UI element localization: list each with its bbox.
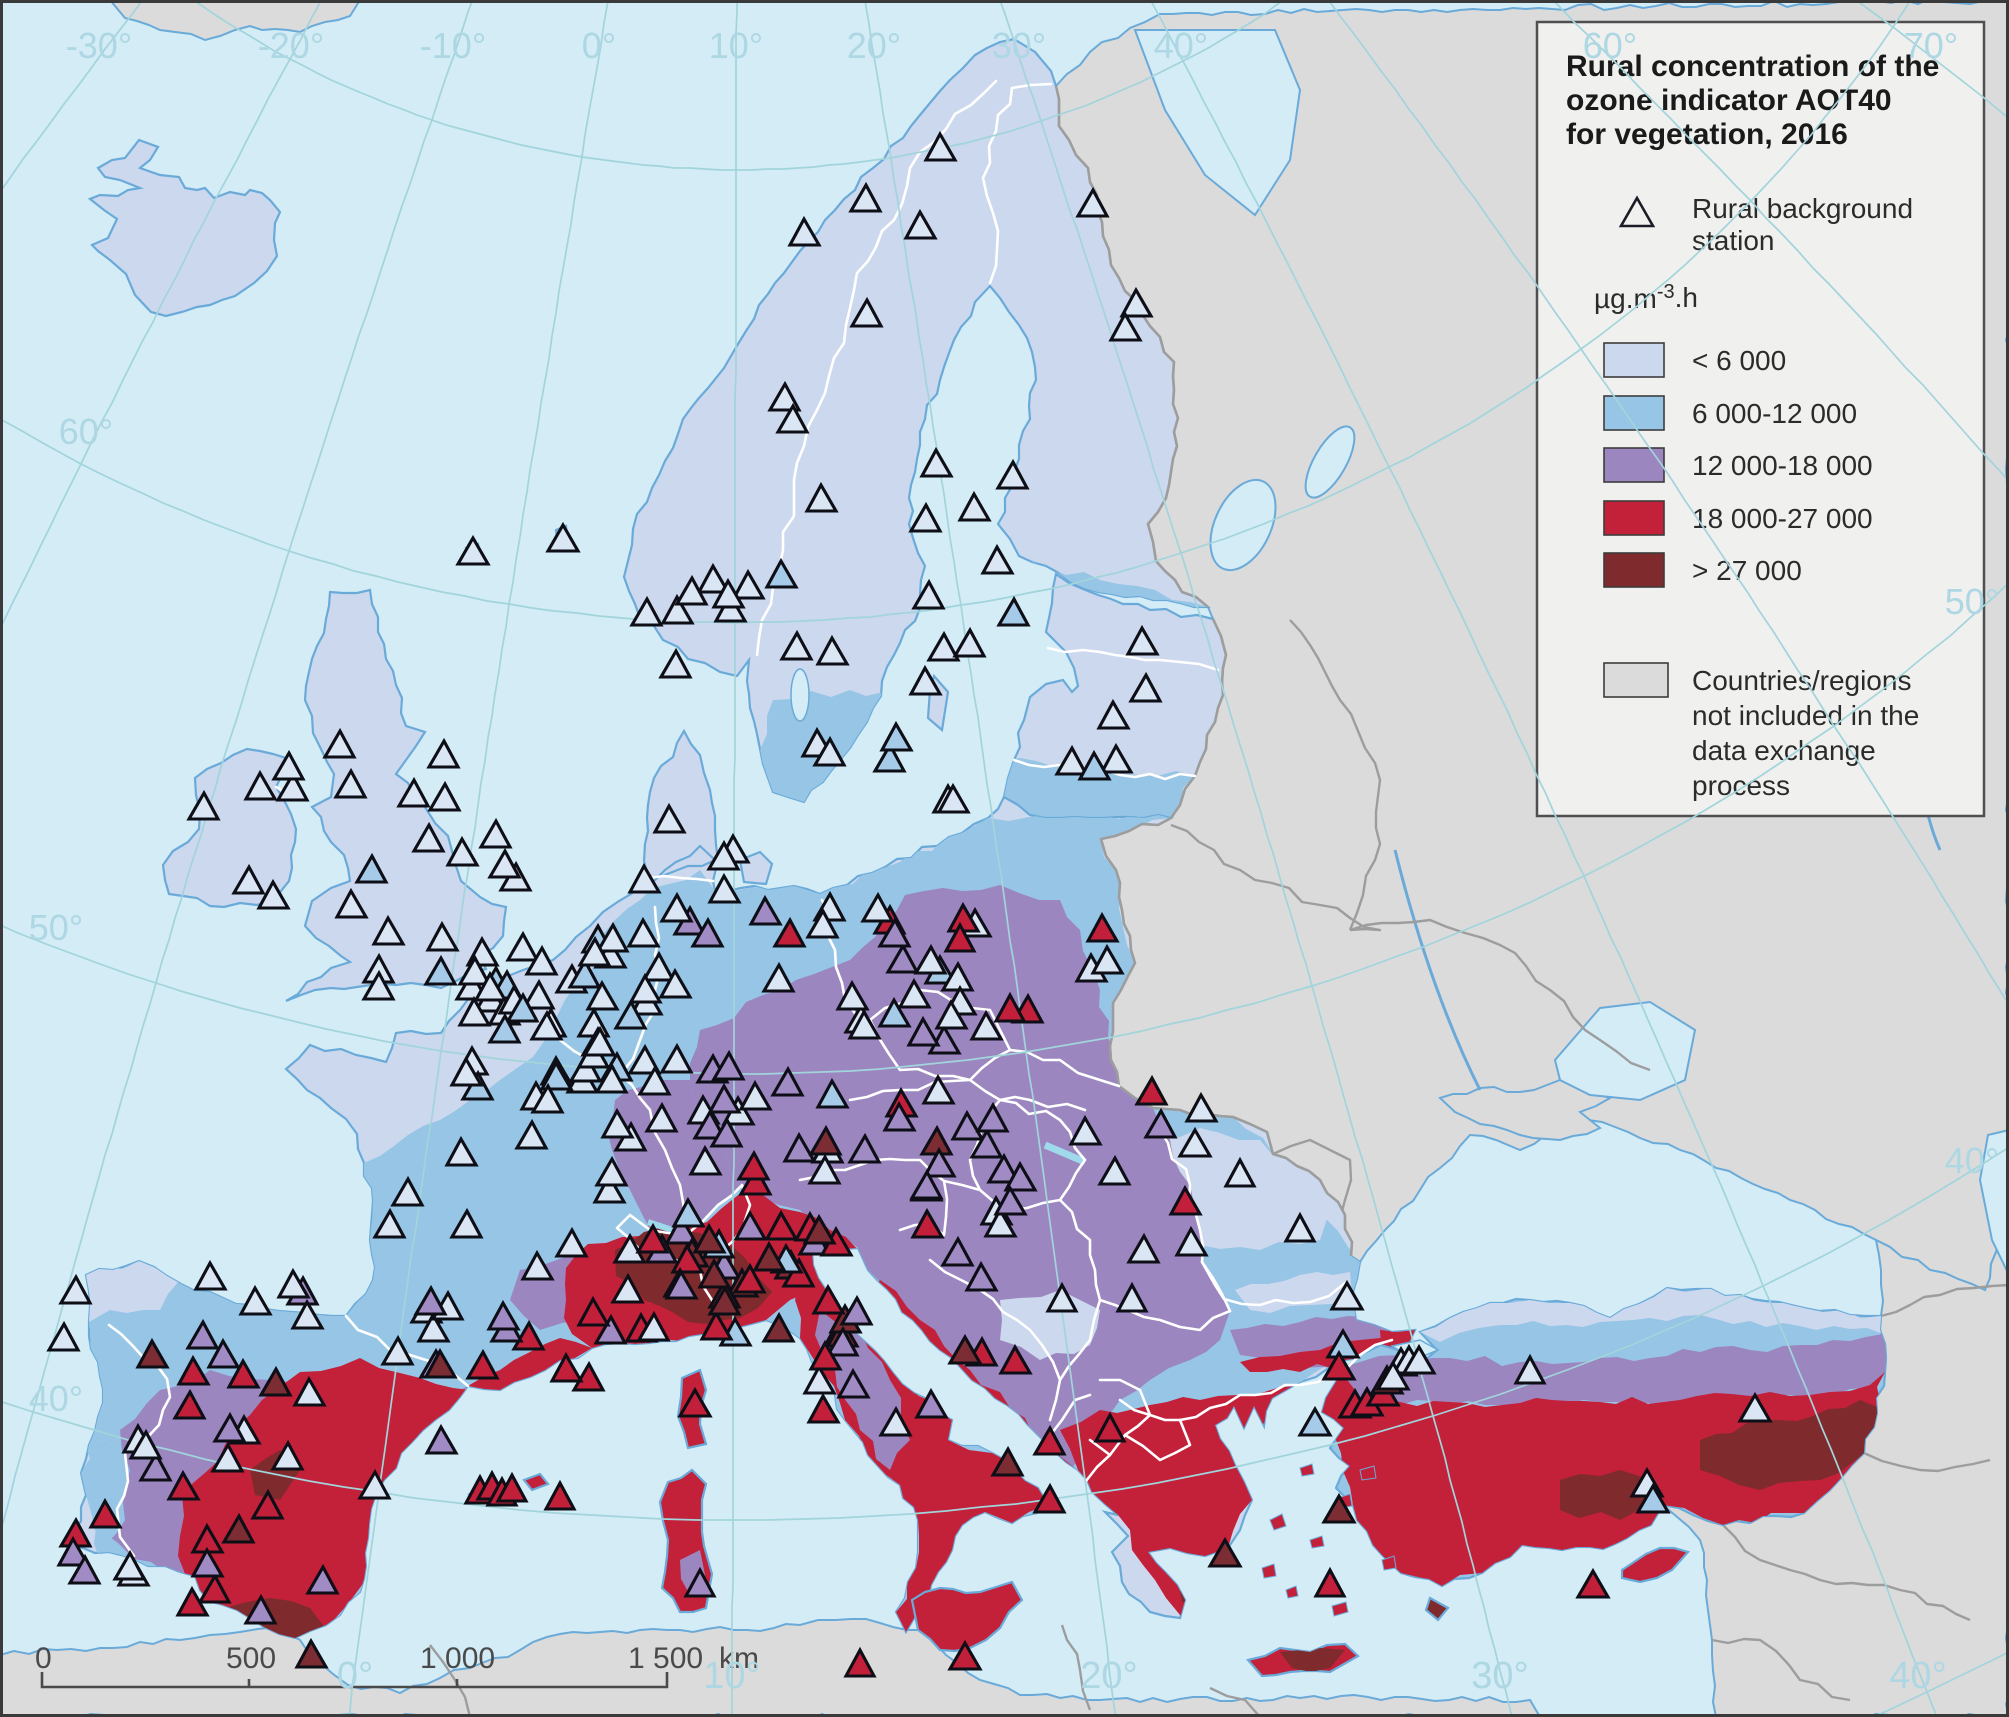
svg-text:40°: 40° <box>29 1378 83 1419</box>
svg-text:Countries/regions: Countries/regions <box>1692 665 1911 696</box>
svg-text:12 000-18 000: 12 000-18 000 <box>1692 450 1873 481</box>
svg-text:30°: 30° <box>992 25 1046 66</box>
svg-text:for vegetation, 2016: for vegetation, 2016 <box>1566 118 1848 151</box>
svg-text:-20°: -20° <box>258 25 324 66</box>
svg-text:18 000-27 000: 18 000-27 000 <box>1692 503 1873 534</box>
svg-text:Rural concentration of the: Rural concentration of the <box>1566 50 1939 83</box>
svg-text:station: station <box>1692 225 1775 256</box>
svg-text:60°: 60° <box>59 411 113 452</box>
svg-text:> 27 000: > 27 000 <box>1692 555 1802 586</box>
svg-text:-30°: -30° <box>66 25 132 66</box>
svg-text:µg.m-3.h: µg.m-3.h <box>1594 281 1698 314</box>
svg-text:10°: 10° <box>703 1655 760 1697</box>
svg-text:40°: 40° <box>1945 1140 1999 1181</box>
svg-text:km: km <box>719 1642 759 1675</box>
svg-text:not included in the: not included in the <box>1692 700 1919 731</box>
svg-text:process: process <box>1692 770 1790 801</box>
svg-text:50°: 50° <box>29 907 83 948</box>
svg-text:20°: 20° <box>1080 1655 1137 1697</box>
svg-text:50°: 50° <box>1945 581 1999 622</box>
svg-text:-10°: -10° <box>420 25 486 66</box>
svg-text:40°: 40° <box>1154 25 1208 66</box>
svg-text:6 000-12 000: 6 000-12 000 <box>1692 398 1857 429</box>
svg-text:10°: 10° <box>709 25 763 66</box>
svg-text:Rural background: Rural background <box>1692 193 1913 224</box>
svg-text:40°: 40° <box>1889 1655 1946 1697</box>
svg-text:60°: 60° <box>1583 25 1637 66</box>
svg-text:1 000: 1 000 <box>420 1642 495 1675</box>
svg-text:0°: 0° <box>337 1655 373 1697</box>
svg-text:500: 500 <box>226 1642 276 1675</box>
svg-text:20°: 20° <box>847 25 901 66</box>
svg-text:ozone indicator AOT40: ozone indicator AOT40 <box>1566 84 1892 117</box>
svg-text:1 500: 1 500 <box>628 1642 703 1675</box>
svg-text:< 6 000: < 6 000 <box>1692 345 1786 376</box>
svg-text:0: 0 <box>35 1642 52 1675</box>
svg-text:0°: 0° <box>582 25 616 66</box>
svg-text:30°: 30° <box>1471 1655 1528 1697</box>
svg-text:70°: 70° <box>1904 25 1958 66</box>
